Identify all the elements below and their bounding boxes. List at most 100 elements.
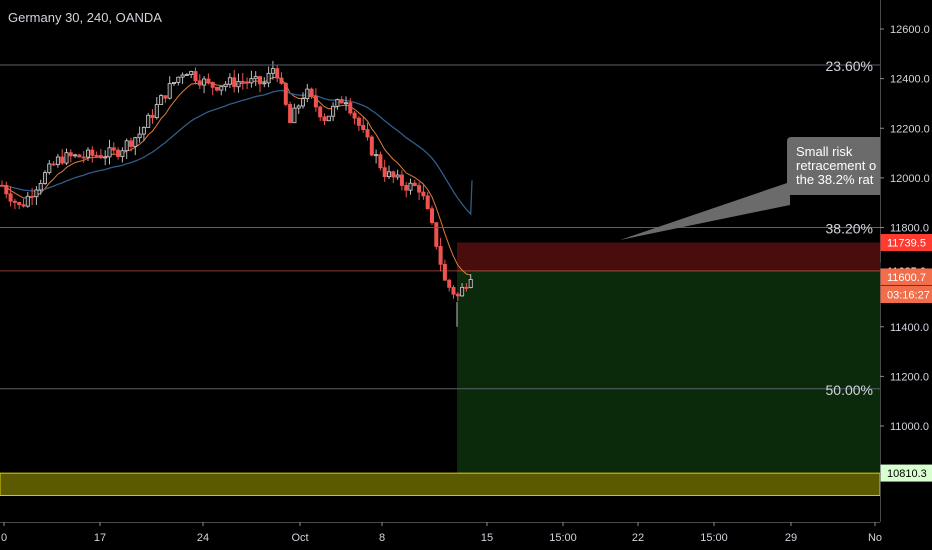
- time-tick-label: 8: [379, 532, 385, 544]
- candle: [159, 94, 164, 105]
- candle: [202, 76, 207, 94]
- candle: [167, 76, 172, 100]
- candle: [245, 77, 250, 89]
- candle-body: [253, 76, 258, 80]
- candle-body: [111, 147, 116, 151]
- candle-body: [464, 286, 469, 289]
- candle-body: [81, 156, 86, 159]
- time-tick-label: 22: [632, 532, 644, 544]
- stop-zone: [457, 242, 880, 271]
- candle-body: [176, 76, 181, 83]
- candle: [219, 86, 224, 96]
- callout-box: [787, 137, 883, 195]
- time-tick-label: No: [868, 532, 882, 544]
- candle: [43, 170, 48, 185]
- candle: [253, 71, 258, 86]
- candle-body: [103, 156, 108, 159]
- candle-body: [77, 154, 82, 158]
- candle: [51, 161, 56, 166]
- price-tag: [880, 234, 932, 252]
- candle-body: [116, 149, 121, 157]
- candle-body: [219, 86, 224, 91]
- time-tick-label: 17: [94, 532, 106, 544]
- candle: [305, 83, 310, 103]
- candle-body: [434, 222, 439, 247]
- time-tick-label: 29: [785, 532, 797, 544]
- fib-levels: 23.60% 38.20% 50.00%: [0, 58, 880, 398]
- fib-label: 38.20%: [826, 221, 873, 237]
- candle-body: [141, 127, 146, 135]
- candle-body: [107, 147, 112, 158]
- candle-body: [447, 279, 452, 288]
- candle: [21, 198, 26, 208]
- candle-body: [331, 105, 336, 117]
- candle: [249, 70, 254, 88]
- candle: [146, 112, 151, 128]
- candle-body: [326, 115, 331, 122]
- candle-body: [339, 99, 344, 104]
- candle-body: [352, 112, 357, 119]
- price-tick-label: 11000.0: [890, 421, 929, 433]
- candle: [322, 113, 327, 126]
- candle: [365, 122, 370, 141]
- candle-body: [374, 154, 379, 157]
- position-zones: [0, 242, 881, 496]
- candle-body: [210, 81, 215, 88]
- candle: [73, 153, 78, 158]
- candle: [369, 135, 374, 157]
- candle: [266, 66, 271, 88]
- candle: [348, 98, 353, 116]
- candle: [34, 186, 39, 206]
- candle: [128, 137, 133, 152]
- candle-body: [300, 98, 305, 107]
- candle-body: [279, 77, 284, 84]
- candle-body: [202, 78, 207, 86]
- price-tick-label: 12200.0: [890, 123, 930, 135]
- candle: [279, 72, 284, 85]
- candle-body: [356, 117, 361, 126]
- candle: [374, 149, 379, 164]
- candle-body: [296, 105, 301, 109]
- candle: [86, 147, 91, 161]
- candle-body: [292, 107, 297, 124]
- candle-body: [197, 80, 202, 86]
- candle: [38, 179, 43, 195]
- candle: [210, 81, 215, 96]
- candle-body: [232, 77, 237, 88]
- candle-body: [386, 171, 391, 178]
- candle-body: [361, 125, 366, 130]
- candle: [288, 101, 293, 124]
- time-axis[interactable]: 0 17 24 Oct 8 15 15:00 22 15:00 29 No: [0, 522, 882, 544]
- candle: [214, 86, 219, 92]
- candle: [116, 147, 121, 160]
- candle: [206, 73, 211, 85]
- candle: [163, 95, 168, 103]
- candle: [300, 92, 305, 109]
- candle-body: [455, 293, 460, 297]
- candle: [68, 149, 73, 163]
- candle-body: [214, 86, 219, 91]
- candle: [421, 184, 426, 200]
- price-tag: [880, 464, 932, 482]
- candle-body: [68, 152, 73, 157]
- candle-body: [4, 185, 9, 195]
- candle: [378, 151, 383, 171]
- candle: [318, 105, 323, 122]
- price-tag-label: 03:16:27: [887, 289, 930, 301]
- candle-body: [438, 246, 443, 265]
- candle: [103, 150, 108, 166]
- candle: [240, 72, 245, 90]
- candle-body: [348, 102, 353, 114]
- candle: [94, 151, 99, 158]
- candle: [412, 179, 417, 187]
- candle-body: [395, 174, 400, 178]
- candle-body: [146, 114, 151, 128]
- time-tick-label: 15:00: [549, 532, 577, 544]
- ema-fast-line: [1, 76, 471, 276]
- candle: [434, 222, 439, 250]
- candle-body: [309, 88, 314, 97]
- candle-body: [262, 82, 267, 85]
